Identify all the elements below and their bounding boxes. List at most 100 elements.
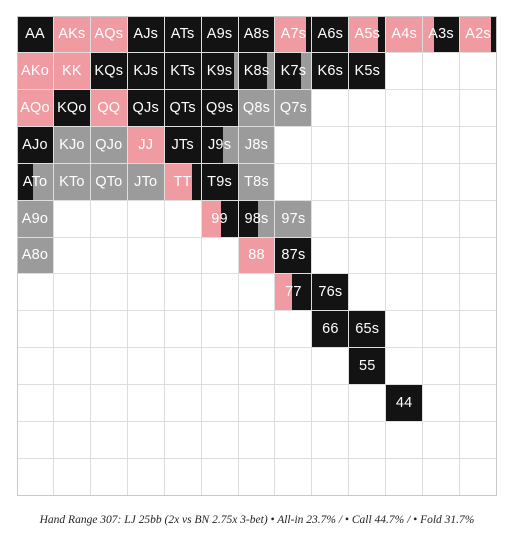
hand-cell-K8s: K8s	[238, 52, 276, 90]
empty-cell	[423, 422, 461, 460]
empty-cell	[386, 311, 424, 349]
mix-call	[386, 385, 423, 422]
empty-cell	[386, 348, 424, 386]
empty-cell	[53, 459, 91, 496]
hand-cell-KTs: KTs	[164, 52, 202, 90]
mix-allin	[164, 163, 192, 200]
empty-cell	[201, 237, 239, 275]
mix-call	[201, 52, 234, 89]
hand-label: KQs	[94, 62, 124, 79]
hand-cell-AA: AA	[17, 16, 54, 53]
empty-cell	[349, 89, 387, 127]
hand-cell-97s: 97s	[275, 200, 313, 238]
mix-call	[201, 16, 238, 52]
empty-cell	[238, 274, 276, 312]
hand-label: 99	[211, 210, 228, 227]
empty-cell	[349, 163, 387, 201]
mix-fold	[53, 163, 90, 200]
mix-call	[378, 16, 386, 52]
mix-call	[17, 16, 53, 52]
empty-cell	[423, 163, 461, 201]
mix-fold	[275, 89, 312, 126]
hand-label: K8s	[243, 62, 270, 79]
hand-cell-J8s: J8s	[238, 126, 276, 164]
hand-label: A3s	[428, 25, 454, 42]
hand-cell-K6s: K6s	[312, 52, 350, 90]
hand-label: 66	[322, 321, 339, 338]
hand-cell-KK: KK	[53, 52, 91, 90]
empty-cell	[238, 311, 276, 349]
mix-call	[238, 52, 268, 89]
hand-cell-JTs: JTs	[164, 126, 202, 164]
hand-label: QJo	[95, 136, 123, 153]
mix-fold	[90, 126, 127, 163]
empty-cell	[386, 237, 424, 275]
empty-cell	[312, 422, 350, 460]
empty-cell	[386, 89, 424, 127]
empty-cell	[460, 311, 497, 349]
mix-fold	[238, 126, 275, 163]
hand-label: 87s	[281, 247, 306, 264]
empty-cell	[312, 237, 350, 275]
hand-label: QTo	[95, 173, 123, 190]
hand-label: 97s	[281, 210, 306, 227]
empty-cell	[460, 422, 497, 460]
hand-label: J9s	[207, 136, 232, 153]
empty-cell	[349, 126, 387, 164]
hand-label: A9o	[21, 210, 49, 227]
hand-cell-88: 88	[238, 237, 276, 275]
hand-label: K9s	[206, 62, 233, 79]
hand-cell-AKs: AKs	[53, 16, 91, 53]
empty-cell	[17, 311, 54, 349]
hand-cell-55: 55	[349, 348, 387, 386]
hand-cell-66: 66	[312, 311, 350, 349]
hand-cell-AJs: AJs	[127, 16, 165, 53]
hand-cell-44: 44	[386, 385, 424, 423]
hand-label: JTs	[171, 136, 194, 153]
mix-call	[17, 163, 34, 200]
empty-cell	[460, 52, 497, 90]
hand-cell-A7s: A7s	[275, 16, 313, 53]
hand-cell-KQo: KQo	[53, 89, 91, 127]
empty-cell	[460, 237, 497, 275]
mix-call	[127, 52, 164, 89]
mix-call	[17, 126, 53, 163]
hand-label: 44	[395, 395, 413, 412]
empty-cell	[386, 274, 424, 312]
hand-label: AKo	[20, 62, 49, 79]
empty-cell	[17, 422, 54, 460]
hand-label: A2s	[465, 25, 491, 42]
mix-allin	[17, 52, 53, 89]
empty-cell	[201, 274, 239, 312]
empty-cell	[349, 237, 387, 275]
hand-cell-77: 77	[275, 274, 313, 312]
hand-label: Q8s	[242, 99, 271, 116]
empty-cell	[460, 274, 497, 312]
empty-cell	[386, 422, 424, 460]
hand-label: KK	[62, 62, 82, 79]
empty-cell	[423, 311, 461, 349]
hand-cell-98s: 98s	[238, 200, 276, 238]
hand-label: A4s	[391, 25, 417, 42]
empty-cell	[312, 459, 350, 496]
hand-label: QQ	[97, 99, 121, 116]
empty-cell	[90, 237, 128, 275]
empty-cell	[423, 126, 461, 164]
mix-call	[312, 311, 349, 348]
hand-cell-KTo: KTo	[53, 163, 91, 201]
hand-label: KJo	[59, 136, 85, 153]
empty-cell	[423, 52, 461, 90]
empty-cell	[164, 274, 202, 312]
mix-fold	[127, 163, 164, 200]
empty-cell	[423, 459, 461, 496]
mix-allin	[349, 16, 379, 52]
hand-label: A9s	[206, 25, 233, 42]
hand-label: AQo	[20, 99, 50, 116]
mix-call	[90, 52, 127, 89]
hand-cell-AQs: AQs	[90, 16, 128, 53]
mix-call	[349, 311, 386, 348]
empty-cell	[53, 200, 91, 238]
hand-label: KQo	[57, 99, 87, 116]
empty-cell	[238, 385, 276, 423]
hand-label: QJs	[132, 99, 159, 116]
